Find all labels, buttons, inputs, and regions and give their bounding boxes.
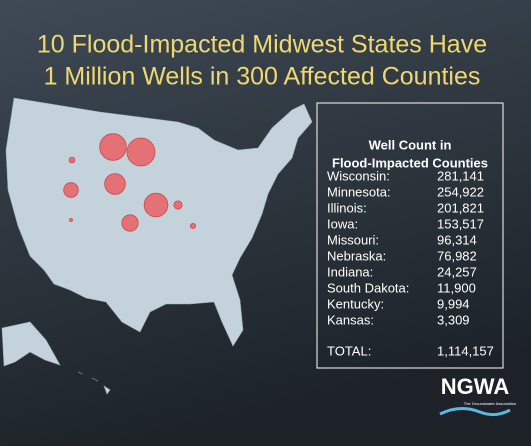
- alaska: [1, 321, 61, 367]
- state-name: Illinois:: [327, 200, 367, 215]
- title-line: 1 Million Wells in 300 Affected Counties: [44, 63, 481, 91]
- us-map: [1, 97, 313, 395]
- title-line: 10 Flood-Impacted Midwest States Have: [37, 31, 487, 59]
- logo-swoosh: [439, 407, 511, 417]
- state-name: Kansas:: [327, 312, 374, 327]
- well-count: 24,257: [437, 264, 477, 279]
- well-count: 281,141: [437, 168, 484, 183]
- state-bubble: [104, 173, 126, 195]
- state-bubble: [189, 222, 197, 230]
- state-bubble: [126, 137, 156, 167]
- state-bubble: [68, 156, 76, 164]
- contiguous-us: [5, 97, 313, 347]
- state-bubble: [69, 218, 73, 222]
- state-name: South Dakota:: [327, 280, 409, 295]
- total-label: TOTAL:: [327, 343, 371, 358]
- state-name: Iowa:: [327, 216, 358, 231]
- well-count: 254,922: [437, 184, 484, 199]
- state-bubble: [173, 200, 183, 210]
- well-count: 153,517: [437, 216, 484, 231]
- state-bubble: [121, 214, 139, 232]
- hawaii: [77, 371, 111, 395]
- state-bubble: [143, 192, 169, 218]
- table-frame: [316, 102, 504, 369]
- total-value: 1,114,157: [437, 343, 494, 358]
- state-bubble: [63, 182, 79, 198]
- state-name: Nebraska:: [327, 248, 386, 263]
- state-bubble: [99, 133, 127, 161]
- logo: NGWA The Groundwater Association: [439, 374, 516, 417]
- table-rows: Wisconsin: 281,141 Minnesota: 254,922 Illino…: [327, 168, 484, 327]
- well-count: 96,314: [437, 232, 477, 247]
- state-name: Kentucky:: [327, 296, 384, 311]
- state-name: Wisconsin:: [327, 168, 390, 183]
- table-title: Well Count in: [369, 137, 452, 152]
- state-name: Indiana:: [327, 264, 373, 279]
- well-count: 76,982: [437, 248, 477, 263]
- state-name: Missouri:: [327, 232, 379, 247]
- well-count: 11,900: [437, 280, 476, 295]
- well-count: 9,994: [437, 296, 470, 311]
- well-count: 201,821: [437, 200, 484, 215]
- logo-tagline: The Groundwater Association: [464, 401, 516, 406]
- table-title: Flood-Impacted Counties: [332, 155, 488, 170]
- well-count: 3,309: [437, 312, 470, 327]
- state-name: Minnesota:: [327, 184, 391, 199]
- logo-name: NGWA: [441, 374, 510, 399]
- bubbles: [63, 133, 197, 232]
